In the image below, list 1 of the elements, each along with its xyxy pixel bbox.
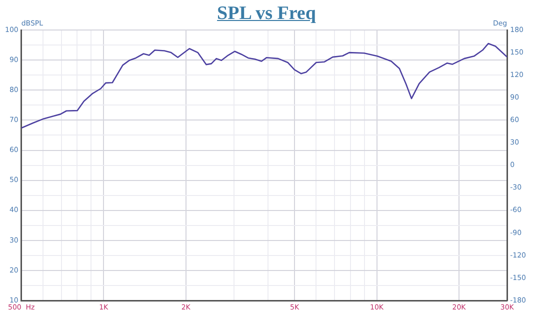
- chart-title: SPL vs Freq: [217, 3, 316, 24]
